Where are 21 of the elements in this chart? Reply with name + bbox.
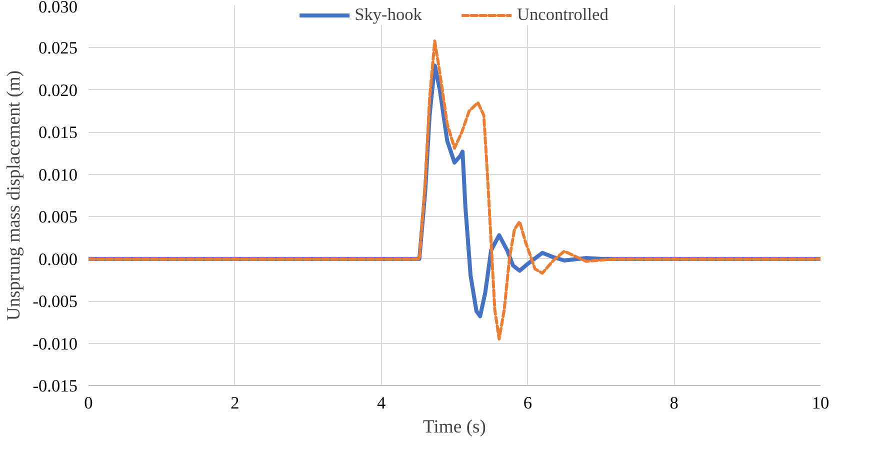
legend-label: Uncontrolled: [516, 5, 608, 25]
y-tick-label: -0.010: [32, 334, 78, 354]
x-tick-label: 8: [670, 394, 678, 412]
y-tick-label: 0.015: [38, 123, 78, 142]
y-tick-label: 0.030: [38, 0, 78, 16]
y-tick-label: 0.005: [38, 208, 78, 227]
line-series: [88, 39, 820, 341]
x-tick-label: 0: [84, 394, 93, 412]
x-tick-label: 6: [523, 394, 532, 412]
y-axis-title: Unsprung mass displacement (m): [4, 70, 25, 321]
y-tick-label: 0.020: [38, 80, 78, 100]
y-tick-label: 0.000: [38, 250, 78, 269]
y-tick-label: 0.010: [38, 165, 78, 184]
x-tick-label: 2: [230, 394, 240, 412]
x-axis-title: Time (s): [422, 416, 486, 438]
y-tick-label: 0.025: [38, 38, 78, 58]
x-tick-label: 10: [812, 394, 830, 412]
legend-label: Sky-hook: [354, 5, 422, 25]
y-tick-label: -0.015: [32, 376, 78, 396]
x-tick-label: 4: [376, 394, 386, 412]
y-tick-label: -0.005: [32, 292, 78, 312]
